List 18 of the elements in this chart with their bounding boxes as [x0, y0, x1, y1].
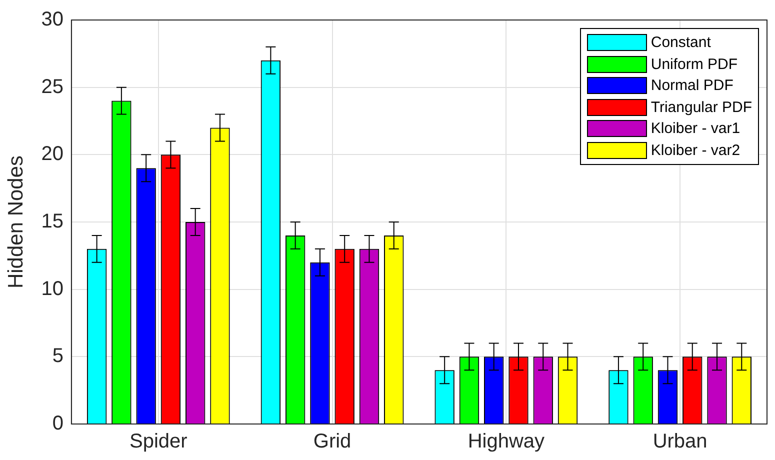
- x-tick-label: Urban: [652, 430, 708, 453]
- y-axis-title: Hidden Nodes: [4, 155, 28, 289]
- y-tick-label: 0: [52, 412, 64, 435]
- y-tick-label: 20: [41, 143, 64, 166]
- legend-label: Uniform PDF: [650, 56, 738, 73]
- y-tick-label: 30: [41, 8, 64, 31]
- y-tick-label: 10: [41, 278, 64, 300]
- x-tick-label: Spider: [129, 430, 188, 453]
- y-tick-label: 15: [41, 210, 64, 233]
- x-tick-label: Highway: [468, 430, 545, 453]
- legend-label: Constant: [650, 34, 711, 52]
- y-tick-label: 5: [52, 345, 64, 368]
- legend-label: Triangular PDF: [650, 98, 752, 116]
- legend-label: Kloiber - var2: [650, 142, 740, 159]
- x-tick-label: Grid: [313, 430, 352, 453]
- legend-label: Normal PDF: [650, 77, 734, 94]
- legend-label: Kloiber - var1: [650, 120, 740, 138]
- y-tick-label: 25: [41, 76, 64, 98]
